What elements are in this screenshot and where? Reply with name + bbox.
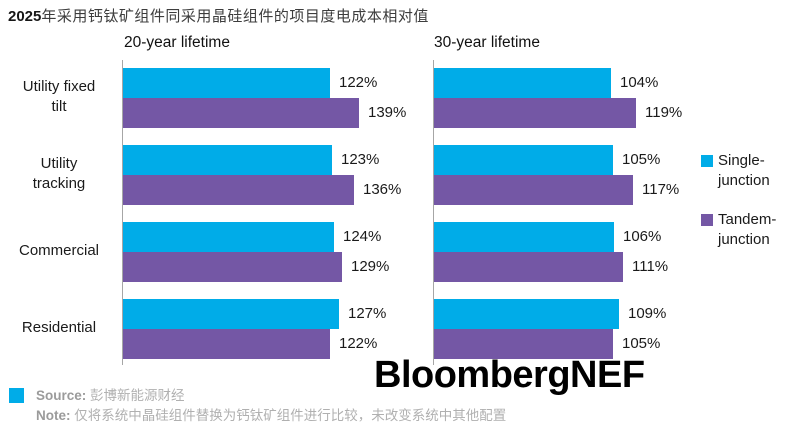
footer-square-icon bbox=[9, 388, 24, 403]
source-text: 彭博新能源财经 bbox=[90, 388, 185, 403]
note-line: Note: 仅将系统中晶硅组件替换为钙钛矿组件进行比较，未改变系统中其他配置 bbox=[36, 404, 506, 424]
source-label: Source: bbox=[36, 388, 87, 403]
bar-tandem-junction bbox=[123, 329, 330, 359]
axis-line bbox=[122, 60, 123, 365]
bar-value-label: 122% bbox=[339, 335, 378, 352]
bar-tandem-junction bbox=[434, 98, 636, 128]
bar-value-label: 117% bbox=[642, 181, 680, 198]
category-label: Commercial bbox=[18, 242, 99, 259]
bar-single-junction bbox=[434, 299, 619, 329]
tandem-junction-swatch-icon bbox=[701, 214, 713, 226]
panel-header-30-year: 30-year lifetime bbox=[434, 34, 540, 51]
bar-single-junction bbox=[434, 222, 614, 252]
bar-tandem-junction bbox=[434, 329, 613, 359]
legend-label-tandem-junction: Tandem-junction bbox=[718, 211, 777, 248]
note-text: 仅将系统中晶硅组件替换为钙钛矿组件进行比较，未改变系统中其他配置 bbox=[74, 408, 507, 423]
category-label: Utility tracking bbox=[32, 155, 86, 192]
bar-value-label: 106% bbox=[623, 228, 662, 245]
bar-value-label: 127% bbox=[348, 305, 387, 322]
bloombergnef-logo: BloombergNEF bbox=[374, 354, 645, 396]
bar-value-label: 104% bbox=[620, 74, 659, 91]
axis-line bbox=[433, 60, 434, 365]
bar-single-junction bbox=[434, 68, 611, 98]
bar-value-label: 139% bbox=[368, 104, 407, 121]
bar-tandem-junction bbox=[434, 252, 623, 282]
bar-single-junction bbox=[123, 299, 339, 329]
bar-value-label: 129% bbox=[351, 258, 390, 275]
bar-value-label: 119% bbox=[645, 104, 683, 121]
note-label: Note: bbox=[36, 408, 71, 423]
bar-value-label: 105% bbox=[622, 335, 661, 352]
bar-single-junction bbox=[123, 145, 332, 175]
bar-value-label: 109% bbox=[628, 305, 667, 322]
chart-title-text: 年采用钙钛矿组件同采用晶硅组件的项目度电成本相对值 bbox=[41, 8, 429, 25]
bar-single-junction bbox=[434, 145, 613, 175]
bar-single-junction bbox=[123, 222, 334, 252]
bar-value-label: 111% bbox=[632, 258, 669, 275]
single-junction-swatch-icon bbox=[701, 155, 713, 167]
bar-tandem-junction bbox=[123, 175, 354, 205]
category-label: Residential bbox=[21, 319, 97, 336]
bar-tandem-junction bbox=[123, 98, 359, 128]
bar-value-label: 105% bbox=[622, 151, 661, 168]
legend-label-single-junction: Single-junction bbox=[718, 152, 770, 189]
source-line: Source: 彭博新能源财经 bbox=[36, 384, 185, 404]
category-label: Utility fixed tilt bbox=[22, 78, 96, 115]
bar-tandem-junction bbox=[123, 252, 342, 282]
panel-header-20-year: 20-year lifetime bbox=[124, 34, 230, 51]
bar-value-label: 122% bbox=[339, 74, 378, 91]
bar-value-label: 124% bbox=[343, 228, 382, 245]
bar-value-label: 136% bbox=[363, 181, 402, 198]
chart-title: 2025年采用钙钛矿组件同采用晶硅组件的项目度电成本相对值 bbox=[8, 5, 429, 26]
bar-single-junction bbox=[123, 68, 330, 98]
bar-tandem-junction bbox=[434, 175, 633, 205]
bar-value-label: 123% bbox=[341, 151, 380, 168]
chart-title-year: 2025 bbox=[8, 8, 42, 25]
